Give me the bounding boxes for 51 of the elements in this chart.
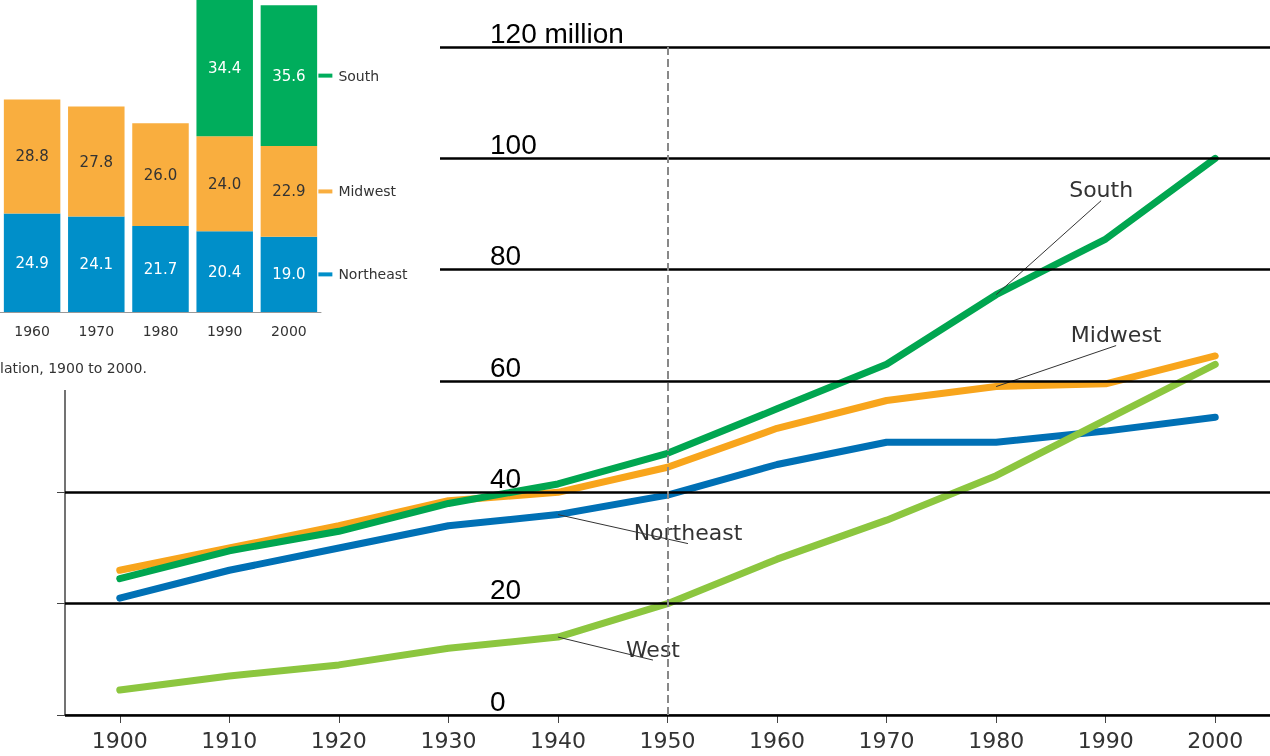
series-label: South <box>1069 177 1134 203</box>
bar <box>132 123 189 227</box>
x-tick-label: 1990 <box>206 323 243 339</box>
x-tick-label: 1940 <box>529 727 586 753</box>
data-label: 24.0 <box>208 174 242 193</box>
y-tick-label: 40 <box>490 462 522 494</box>
y-tick-label: 120 million <box>490 17 624 49</box>
x-tick-label: 1980 <box>968 727 1025 753</box>
legend-label: Midwest <box>338 183 397 200</box>
x-tick-label: 2000 <box>271 323 307 339</box>
data-label: 28.8 <box>15 147 49 166</box>
y-tick-label: 100 <box>490 128 537 160</box>
x-tick-label: 1970 <box>78 323 115 339</box>
legend-label: Northeast <box>338 266 409 283</box>
series-label: West <box>625 636 681 662</box>
bar <box>3 213 61 312</box>
annotation: lation, 1900 to 2000. <box>0 360 147 376</box>
data-label: 26.0 <box>143 165 178 184</box>
x-tick-label: 1970 <box>858 727 915 753</box>
x-tick-label: 1910 <box>201 727 258 753</box>
bar <box>68 106 125 217</box>
data-label: 24.1 <box>79 255 113 274</box>
legend-label: South <box>338 67 380 84</box>
data-label: 19.0 <box>272 265 306 284</box>
x-tick-label: 1990 <box>1077 727 1134 753</box>
y-tick-label: 60 <box>490 351 522 383</box>
x-tick-label: 2000 <box>1187 727 1244 753</box>
data-label: 34.4 <box>208 59 242 78</box>
x-tick-label: 1920 <box>310 727 367 753</box>
y-tick-label: 0 <box>490 685 506 717</box>
x-tick-label: 1960 <box>14 323 50 339</box>
data-label: 27.8 <box>79 152 113 171</box>
data-label: 24.9 <box>15 253 49 272</box>
bar <box>196 136 253 232</box>
bar <box>132 226 189 312</box>
data-label: 35.6 <box>272 66 306 85</box>
x-tick-label: 1950 <box>639 727 696 753</box>
y-tick-label: 20 <box>490 574 522 606</box>
bar <box>196 231 253 312</box>
data-label: 21.7 <box>143 260 178 279</box>
x-tick-label: 1960 <box>749 727 806 753</box>
y-tick-label: 80 <box>490 240 522 272</box>
x-tick-label: 1900 <box>91 727 148 753</box>
bar <box>68 216 125 312</box>
bar <box>3 99 61 214</box>
x-tick-label: 1980 <box>142 323 179 339</box>
x-tick-label: 1930 <box>420 727 477 753</box>
bar <box>196 0 253 137</box>
data-label: 20.4 <box>208 262 242 281</box>
data-label: 22.9 <box>272 182 306 201</box>
series-label: Midwest <box>1070 322 1162 348</box>
